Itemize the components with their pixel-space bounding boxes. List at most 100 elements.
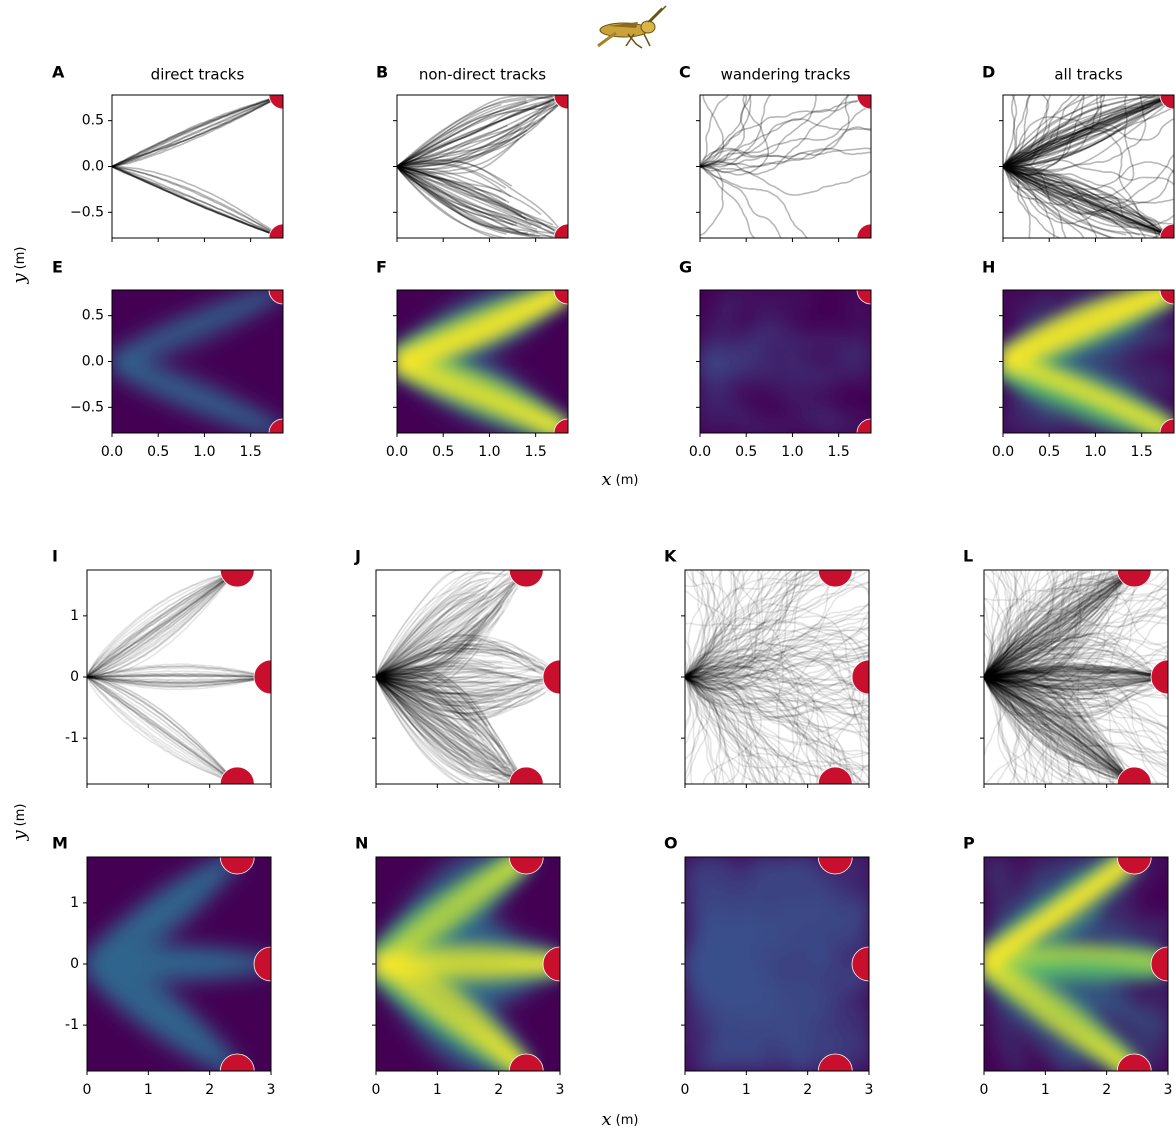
- y-tick-label: 0.0: [82, 159, 104, 175]
- y-axis-label: y(m): [9, 804, 30, 842]
- y-tick-label: 0.0: [82, 354, 104, 370]
- panel-letter: O: [664, 834, 678, 853]
- panel-title: non-direct tracks: [419, 66, 546, 84]
- y-tick-label: -1: [65, 1017, 79, 1033]
- x-tick-label: 0.0: [386, 444, 408, 460]
- panel-letter: J: [354, 547, 361, 566]
- plot-area: [681, 840, 886, 1088]
- plot-area: [376, 840, 577, 1088]
- panel: 0.5 0.0 −0.5 Adirect tracks: [52, 63, 297, 253]
- x-tick-label: 1.5: [828, 444, 850, 460]
- panel-letter: L: [963, 547, 973, 566]
- y-axis-unit: (m): [13, 247, 28, 270]
- panel: J: [354, 547, 577, 802]
- y-tick-label: 0: [70, 956, 79, 972]
- plot-area: [112, 276, 297, 447]
- plot-area: [699, 81, 885, 252]
- panel-letter: N: [355, 834, 368, 853]
- x-tick-label: 0.0: [101, 444, 123, 460]
- plot-area: [984, 840, 1176, 1088]
- x-tick-label: 1.5: [240, 444, 262, 460]
- density-layer: [681, 853, 873, 1075]
- x-tick-label: 1: [144, 1082, 153, 1098]
- plot-area: [397, 276, 582, 447]
- plot-area: [376, 553, 577, 801]
- plot-area: [699, 276, 885, 447]
- x-tick-label: 3: [865, 1082, 874, 1098]
- plot-area: [981, 553, 1176, 801]
- plot-area: [87, 840, 288, 1088]
- panel: 0 1 2 3 N: [355, 834, 577, 1099]
- panel: K: [664, 547, 886, 802]
- panel-letter: G: [679, 258, 692, 277]
- y-tick-label: 0.5: [82, 113, 104, 129]
- panel-letter: M: [52, 834, 68, 853]
- panel-letter: P: [963, 834, 975, 853]
- y-tick-label: -1: [65, 730, 79, 746]
- panel: Dall tracks: [982, 63, 1176, 253]
- x-tick-label: 3: [556, 1082, 565, 1098]
- y-tick-label: 1: [70, 608, 79, 624]
- x-tick-label: 2: [1102, 1082, 1111, 1098]
- panel: 012310-1M: [52, 834, 288, 1099]
- plot-area: [112, 81, 297, 252]
- x-tick-label: 1.5: [1131, 444, 1153, 460]
- panel-title: all tracks: [1054, 66, 1122, 84]
- x-tick-label: 0.5: [432, 444, 454, 460]
- panel-letter: C: [679, 63, 691, 82]
- x-tick-label: 2: [205, 1082, 214, 1098]
- y-axis-symbol: y: [9, 272, 30, 284]
- plot-area: [1003, 81, 1176, 252]
- panel: 0 1 2 3 P: [963, 834, 1176, 1099]
- x-tick-label: 1: [742, 1082, 751, 1098]
- panel-letter: I: [52, 547, 58, 566]
- x-tick-label: 1.0: [193, 444, 215, 460]
- x-tick-label: 0.5: [147, 444, 169, 460]
- x-tick-label: 1.0: [478, 444, 500, 460]
- plot-area: [397, 81, 582, 252]
- x-tick-label: 1: [433, 1082, 442, 1098]
- x-tick-label: 0.0: [992, 444, 1014, 460]
- x-tick-label: 3: [267, 1082, 276, 1098]
- panel-letter: B: [376, 63, 388, 82]
- y-tick-label: 0.5: [82, 308, 104, 324]
- panel: 0.0 0.5 1.0 1.5 0.5 0.0 −0.5 E: [52, 258, 297, 461]
- x-tick-label: 0.5: [1038, 444, 1060, 460]
- x-tick-label: 0: [372, 1082, 381, 1098]
- panel: 0123O: [664, 834, 886, 1099]
- x-tick-label: 1.0: [1084, 444, 1106, 460]
- y-tick-label: −0.5: [70, 204, 104, 220]
- panel-letter: K: [664, 547, 677, 566]
- y-tick-label: −0.5: [70, 399, 104, 415]
- panel: Bnon-direct tracks: [376, 63, 582, 253]
- x-tick-label: 0.5: [735, 444, 757, 460]
- y-tick-label: 1: [70, 895, 79, 911]
- panel-title: direct tracks: [151, 66, 245, 84]
- x-tick-label: 1.0: [781, 444, 803, 460]
- panel-letter: A: [52, 63, 65, 82]
- panel-letter: H: [982, 258, 995, 277]
- density: [376, 962, 556, 964]
- plot-area: [682, 553, 886, 801]
- y-axis-unit: (m): [13, 804, 28, 827]
- x-tick-label: 0: [980, 1082, 989, 1098]
- x-tick-label: 3: [1164, 1082, 1173, 1098]
- panel-title: wandering tracks: [721, 66, 851, 84]
- x-axis-unit: (m): [616, 1113, 639, 1128]
- x-tick-label: 0.0: [689, 444, 711, 460]
- panel: 0.0 0.5 1.0 1.5 H: [982, 258, 1176, 461]
- panel-letter: D: [982, 63, 995, 82]
- x-tick-label: 1: [1041, 1082, 1050, 1098]
- x-tick-label: 2: [494, 1082, 503, 1098]
- panel-letter: F: [376, 258, 387, 277]
- locust-icon: [598, 6, 666, 48]
- panel: L: [963, 547, 1176, 802]
- figure: 0.5 0.0 −0.5 Adirect tracks Bnon-direct trac…: [0, 0, 1176, 1131]
- x-tick-label: 0: [681, 1082, 690, 1098]
- panel: 0.00.51.01.5F: [376, 258, 582, 461]
- x-axis-symbol: x: [602, 469, 612, 490]
- plot-area: [1002, 276, 1176, 447]
- panel-letter: E: [52, 258, 63, 277]
- plot-area: [87, 553, 288, 801]
- panel: 10-1I: [52, 547, 288, 802]
